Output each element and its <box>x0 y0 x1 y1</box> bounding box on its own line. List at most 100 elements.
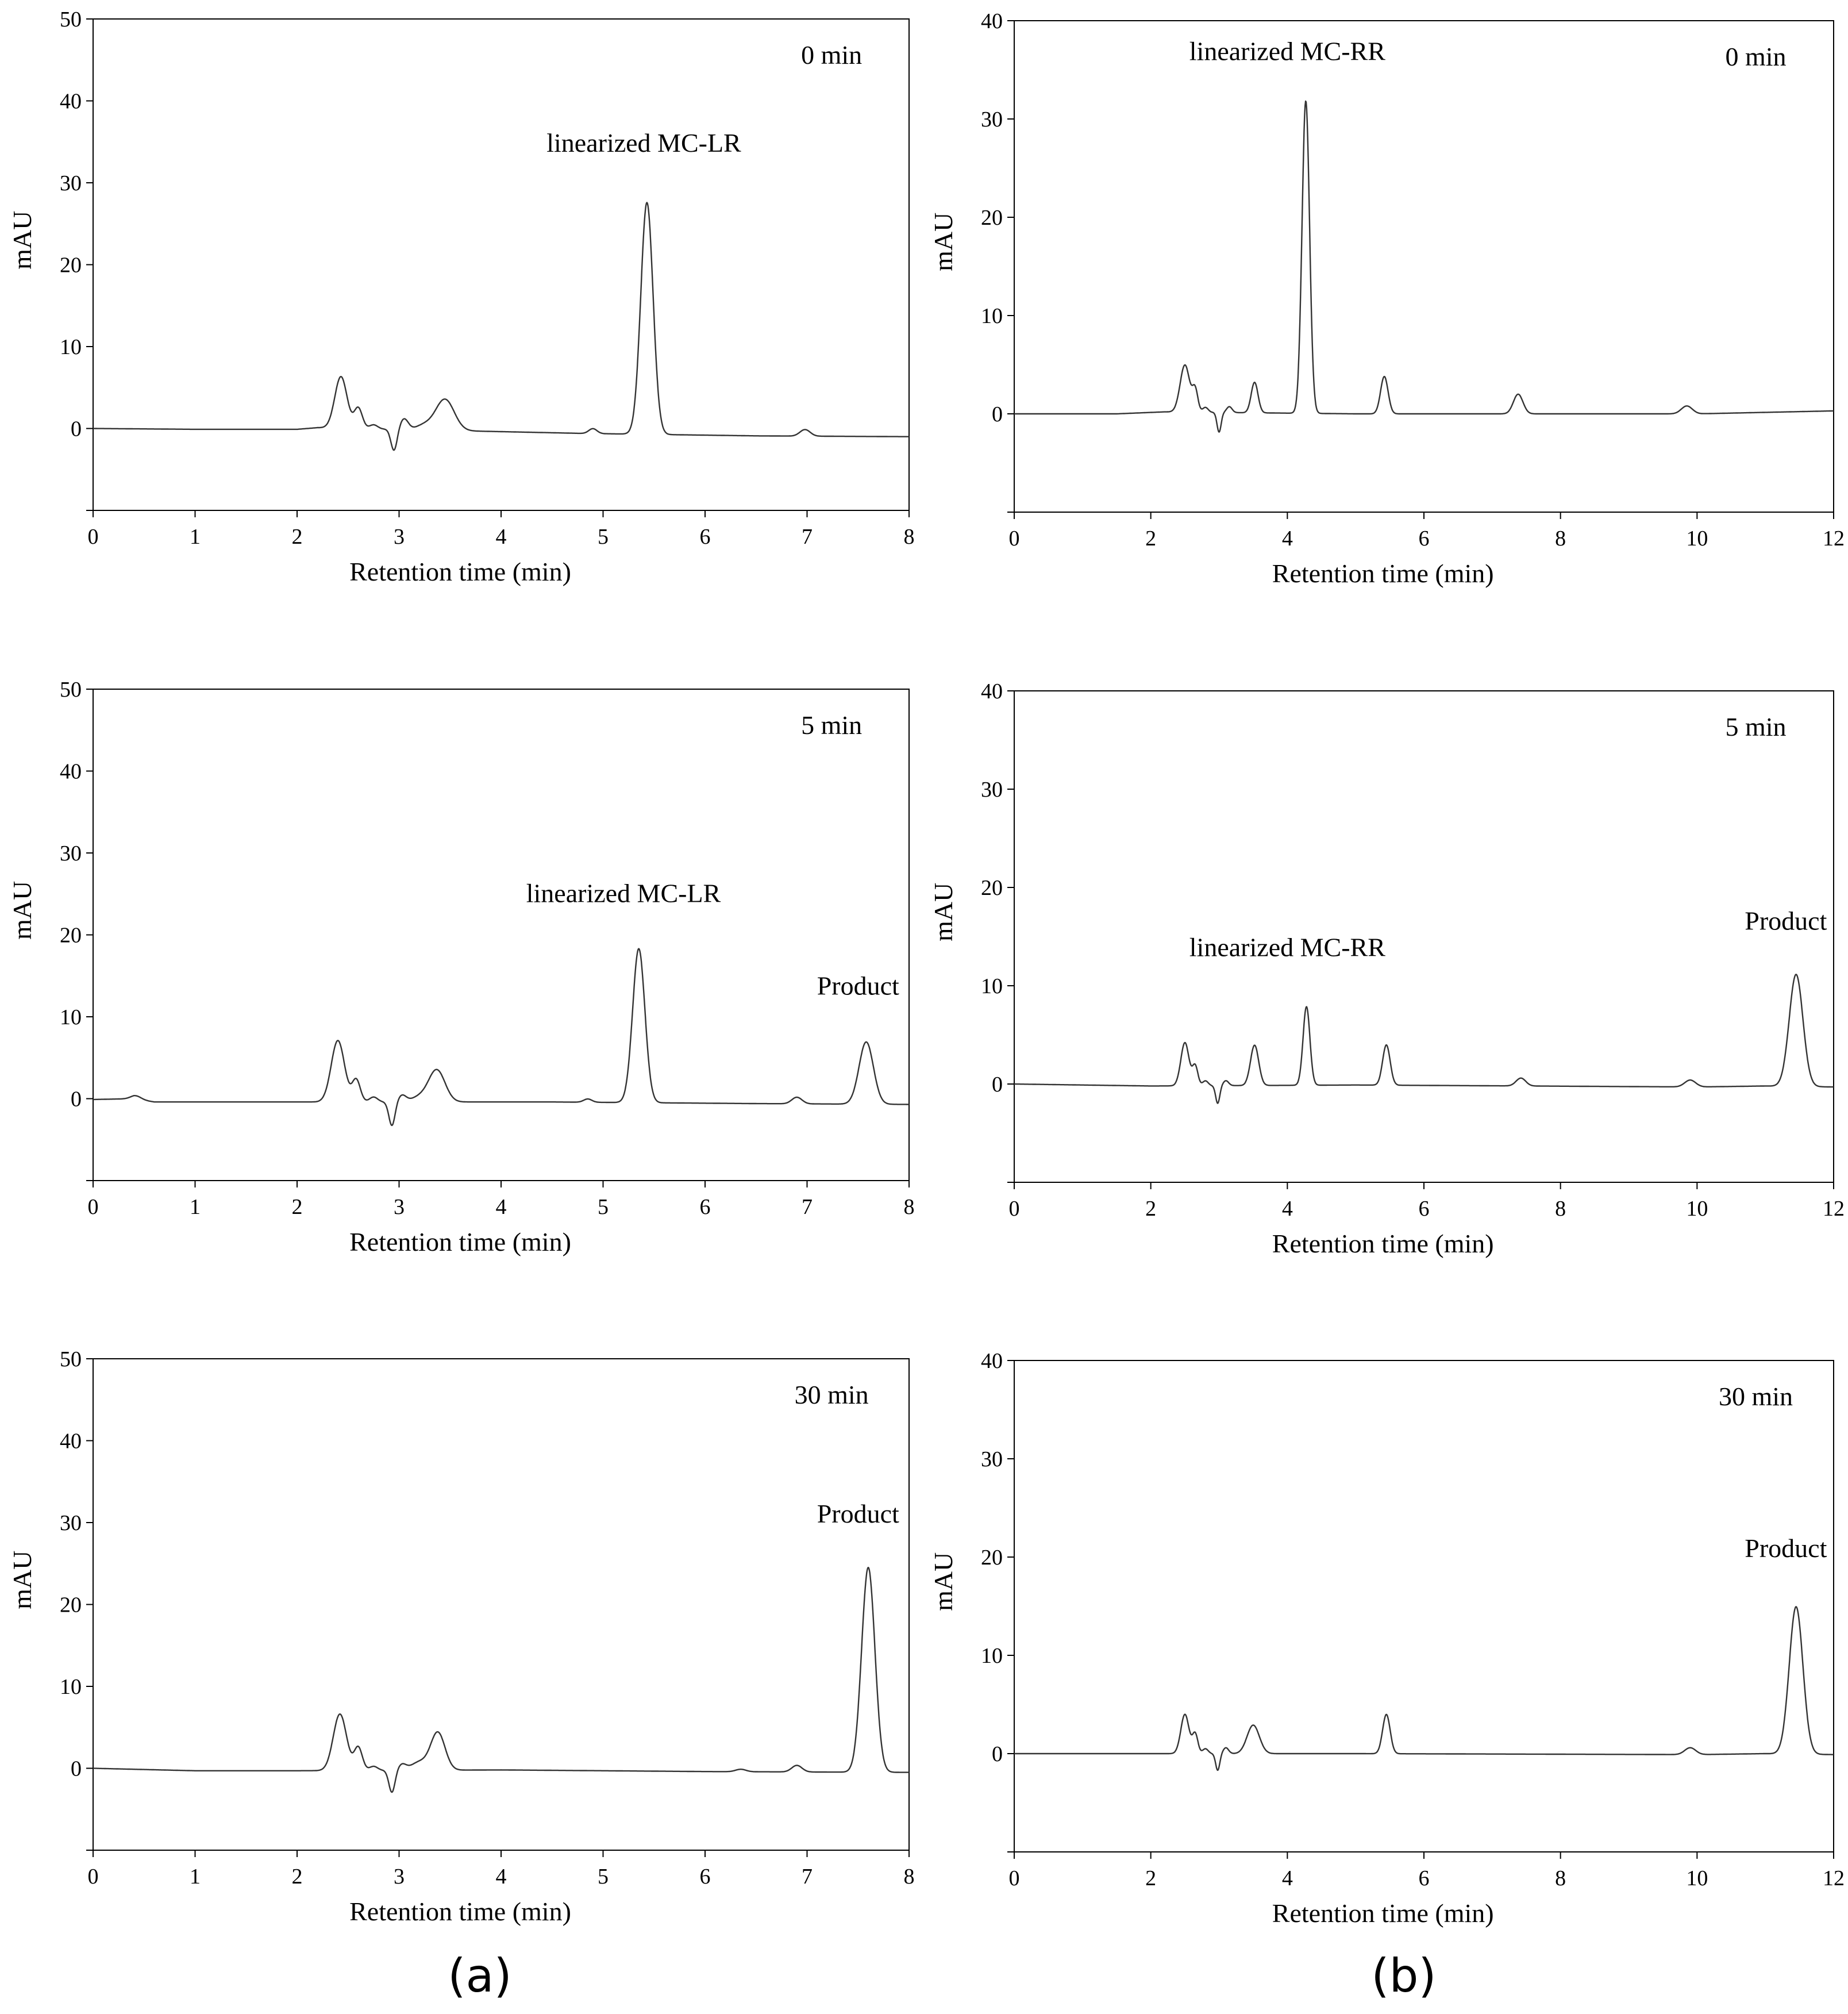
x-tick-label: 4 <box>1282 1866 1293 1890</box>
x-tick-label: 6 <box>1419 1197 1430 1221</box>
panel-label-a: (a) <box>448 1949 511 2003</box>
x-tick-label: 8 <box>904 1195 915 1219</box>
peak-annotation: Product <box>1745 906 1827 936</box>
x-tick-label: 0 <box>88 525 99 549</box>
plot-frame <box>93 1358 910 1851</box>
y-tick-label: 0 <box>992 402 1003 426</box>
peak-annotation: Product <box>1745 1533 1827 1563</box>
plot-frame <box>1014 1360 1834 1852</box>
x-tick-label: 0 <box>88 1865 99 1889</box>
x-tick-label: 7 <box>802 1195 813 1219</box>
time-label: 5 min <box>801 710 862 740</box>
y-tick-label: 20 <box>981 876 1003 900</box>
chromatogram-b-3: 0 2 4 6 8 10 12 0 10 20 30 40 Retention time (min) mA… <box>929 679 1845 1258</box>
chromatogram-trace <box>93 948 910 1127</box>
x-axis-title: Retention time (min) <box>1272 1229 1494 1258</box>
x-tick-label: 12 <box>1823 1866 1845 1890</box>
chromatogram-b-1: 0 2 4 6 8 10 12 0 10 20 30 40 Retention time (min) mA… <box>929 9 1845 588</box>
x-tick-label: 8 <box>1555 1197 1566 1221</box>
x-tick-label: 12 <box>1823 526 1845 551</box>
y-axis-title: mAU <box>929 883 958 941</box>
y-tick-label: 30 <box>981 107 1003 132</box>
y-tick-label: 50 <box>60 678 82 702</box>
x-tick-label: 4 <box>496 1865 507 1889</box>
y-axis-title: mAU <box>929 1552 958 1611</box>
y-tick-label: 10 <box>981 304 1003 328</box>
x-tick-label: 2 <box>292 1865 303 1889</box>
x-tick-label: 5 <box>598 1865 609 1889</box>
x-tick-label: 12 <box>1823 1197 1845 1221</box>
x-tick-label: 2 <box>292 525 303 549</box>
peak-annotation: linearized MC-LR <box>526 879 721 908</box>
time-label: 30 min <box>795 1380 869 1409</box>
x-tick-label: 5 <box>598 525 609 549</box>
y-axis-title: mAU <box>7 1551 37 1609</box>
chromatogram-a-2: 0 1 2 3 4 5 6 7 8 0 10 20 30 40 50 Retention time (min)… <box>7 678 915 1256</box>
plot-frame <box>1014 20 1834 513</box>
x-tick-label: 8 <box>1555 1866 1566 1890</box>
peak-annotation: linearized MC-RR <box>1189 36 1385 66</box>
y-tick-label: 50 <box>60 1347 82 1371</box>
plot-frame <box>1014 690 1834 1183</box>
x-tick-label: 1 <box>190 1865 201 1889</box>
y-tick-label: 10 <box>60 1675 82 1699</box>
x-tick-label: 4 <box>496 525 507 549</box>
y-tick-label: 0 <box>992 1742 1003 1766</box>
x-tick-label: 2 <box>1145 1197 1156 1221</box>
x-tick-label: 10 <box>1686 1197 1708 1221</box>
chromatogram-b-5: 0 2 4 6 8 10 12 0 10 20 30 40 Retention time (min) mA… <box>929 1349 1845 1928</box>
x-tick-label: 6 <box>1419 1866 1430 1890</box>
time-label: 5 min <box>1725 712 1786 741</box>
x-axis-title: Retention time (min) <box>349 557 571 586</box>
y-tick-label: 30 <box>60 1511 82 1535</box>
x-tick-label: 6 <box>1419 526 1430 551</box>
chromatogram-trace <box>1014 974 1834 1104</box>
y-tick-label: 30 <box>981 778 1003 802</box>
y-tick-label: 40 <box>60 1429 82 1454</box>
y-tick-label: 0 <box>71 417 82 441</box>
x-tick-label: 10 <box>1686 1866 1708 1890</box>
y-tick-label: 0 <box>71 1087 82 1112</box>
x-tick-label: 2 <box>292 1195 303 1219</box>
y-tick-label: 40 <box>60 760 82 784</box>
x-tick-label: 0 <box>88 1195 99 1219</box>
x-tick-label: 6 <box>700 1195 711 1219</box>
y-tick-label: 30 <box>60 171 82 195</box>
y-tick-label: 10 <box>60 1005 82 1029</box>
x-tick-label: 0 <box>1009 1866 1020 1890</box>
x-tick-label: 7 <box>802 525 813 549</box>
x-tick-label: 6 <box>700 525 711 549</box>
y-axis-title: mAU <box>7 881 37 940</box>
x-axis-title: Retention time (min) <box>1272 1898 1494 1928</box>
peak-annotation: linearized MC-LR <box>546 128 741 157</box>
x-tick-label: 1 <box>190 525 201 549</box>
x-tick-label: 0 <box>1009 526 1020 551</box>
chromatogram-trace <box>1014 100 1834 433</box>
x-tick-label: 4 <box>496 1195 507 1219</box>
plot-frame <box>93 689 910 1181</box>
x-tick-label: 0 <box>1009 1197 1020 1221</box>
x-tick-label: 4 <box>1282 1197 1293 1221</box>
y-axis-title: mAU <box>929 213 958 271</box>
x-tick-label: 1 <box>190 1195 201 1219</box>
time-label: 30 min <box>1719 1382 1793 1411</box>
x-tick-label: 5 <box>598 1195 609 1219</box>
x-tick-label: 8 <box>904 1865 915 1889</box>
panel-label-b: (b) <box>1371 1949 1436 2003</box>
y-tick-label: 10 <box>981 1644 1003 1668</box>
x-axis-title: Retention time (min) <box>349 1897 571 1926</box>
x-axis-title: Retention time (min) <box>349 1227 571 1256</box>
peak-annotation: Product <box>817 971 899 1001</box>
chromatogram-a-4: 0 1 2 3 4 5 6 7 8 0 10 20 30 40 50 Retention time (min)… <box>7 1347 915 1926</box>
x-tick-label: 8 <box>1555 526 1566 551</box>
y-tick-label: 40 <box>981 1349 1003 1373</box>
y-tick-label: 20 <box>60 1593 82 1617</box>
y-tick-label: 0 <box>71 1757 82 1781</box>
x-tick-label: 3 <box>394 1195 405 1219</box>
x-axis-title: Retention time (min) <box>1272 559 1494 588</box>
y-tick-label: 20 <box>981 206 1003 230</box>
chromatogram-trace <box>93 1566 910 1793</box>
y-tick-label: 10 <box>60 335 82 359</box>
